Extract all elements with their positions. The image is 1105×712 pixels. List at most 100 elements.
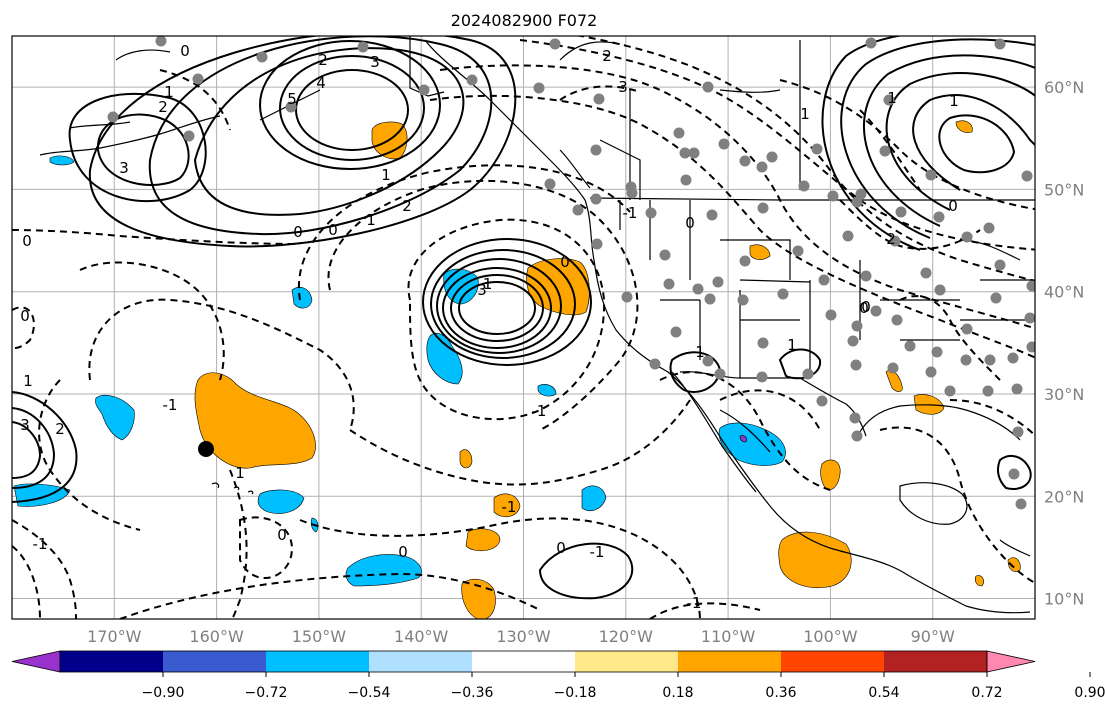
contour-label: -1 [163, 396, 178, 414]
station-dot [816, 395, 828, 407]
contour-label: -1 [502, 498, 517, 516]
contour-label: 2 [318, 51, 328, 69]
contour-label: 3 [477, 281, 487, 299]
contour-label: 3 [618, 78, 628, 96]
station-dot [544, 178, 556, 190]
station-dot [1024, 312, 1035, 324]
station-dot [851, 320, 863, 332]
station-dot [983, 222, 995, 234]
colorbar-segment [163, 651, 267, 672]
station-dot [757, 202, 769, 214]
contour-label: 1 [787, 336, 797, 354]
station-dot [944, 385, 956, 397]
contour-label: 0 [277, 526, 287, 544]
y-tick-labels: 60°N 50°N 40°N 30°N 20°N 10°N [1044, 78, 1084, 608]
colorbar-segment [266, 651, 370, 672]
y-tick-label: 40°N [1044, 283, 1084, 302]
colorbar-label: 0.18 [662, 685, 693, 701]
contour-label: 2 [402, 197, 412, 215]
contour-label: 2 [158, 98, 168, 116]
station-dot [798, 180, 810, 192]
station-dot [692, 283, 704, 295]
station-dot [994, 259, 1006, 271]
x-tick-label: 130°W [496, 627, 551, 646]
colorbar-label: −0.54 [348, 685, 391, 701]
station-dot [792, 245, 804, 257]
dashed-contours [12, 36, 1035, 619]
station-dot [960, 354, 972, 366]
station-dot [994, 38, 1006, 50]
station-dot [847, 335, 859, 347]
station-dot [1011, 383, 1023, 395]
station-dot [663, 278, 675, 290]
station-dot [679, 147, 691, 159]
station-dot [670, 326, 682, 338]
station-dot [925, 169, 937, 181]
station-dot [827, 190, 839, 202]
station-dot [706, 209, 718, 221]
station-dot [891, 314, 903, 326]
x-tick-label: 140°W [394, 627, 449, 646]
colorbar-label: 0.36 [765, 685, 796, 701]
contour-label: 0 [560, 253, 570, 271]
station-dot [777, 288, 789, 300]
contour-label: -1 [590, 543, 605, 561]
contour-label: 0 [685, 214, 695, 232]
colorbar-segment [884, 651, 988, 672]
contour-label: 3 [370, 53, 380, 71]
contour-label: -1 [478, 275, 493, 293]
contour-label: 0 [398, 543, 408, 561]
station-dot [688, 147, 700, 159]
colorbar-label: −0.90 [142, 685, 185, 701]
contour-label: 5 [287, 90, 297, 108]
station-dot [704, 293, 716, 305]
station-dot [649, 358, 661, 370]
station-dot [1012, 426, 1024, 438]
colorbar-segment [678, 651, 782, 672]
station-dot [739, 155, 751, 167]
colorbar-label: 0.54 [868, 685, 899, 701]
station-dot [466, 74, 478, 86]
contour-label: 3 [119, 159, 129, 177]
station-dot [931, 346, 943, 358]
x-tick-label: 90°W [911, 627, 955, 646]
station-dot [818, 274, 830, 286]
colorbar-segment [781, 651, 885, 672]
contour-label: 2 [602, 47, 612, 65]
contour-label: 0 [180, 42, 190, 60]
contour-label: 1 [366, 211, 376, 229]
station-dot [680, 174, 692, 186]
station-dot [933, 211, 945, 223]
station-dot [739, 255, 751, 267]
station-dot [702, 81, 714, 93]
station-dot [593, 93, 605, 105]
station-dot [855, 188, 867, 200]
contour-label: 0 [556, 539, 566, 557]
station-dot [1021, 170, 1033, 182]
x-tick-labels: 170°W 160°W 150°W 140°W 130°W 120°W 110°W 100°W… [87, 627, 955, 646]
contour-label: -1 [33, 535, 48, 553]
y-tick-label: 50°N [1044, 180, 1084, 199]
contour-label: -1 [532, 402, 547, 420]
station-dot [645, 207, 657, 219]
station-dot [984, 354, 996, 366]
station-dot [659, 249, 671, 261]
colorbar: −0.90 −0.72 −0.54 −0.36 −0.18 0.18 0.36 0.54 0.7… [11, 650, 1105, 701]
station-dot [849, 412, 861, 424]
station-dot [155, 36, 167, 47]
y-tick-label: 30°N [1044, 385, 1084, 404]
contour-label: 1 [949, 92, 959, 110]
station-dot [1026, 341, 1035, 353]
station-dot [712, 276, 724, 288]
contour-label: 4 [316, 74, 326, 92]
contour-label: 1 [235, 464, 245, 482]
colorbar-frame [59, 650, 988, 673]
colorbar-label: 0.72 [971, 685, 1002, 701]
contour-label: -1 [623, 204, 638, 222]
station-dot [982, 385, 994, 397]
colorbar-segment [575, 651, 679, 672]
contour-label: 0 [22, 232, 32, 250]
station-dot [590, 193, 602, 205]
station-dot [572, 204, 584, 216]
